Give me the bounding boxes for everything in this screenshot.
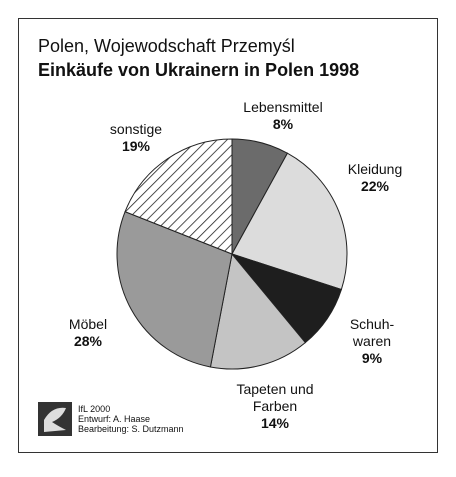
credit: Entwurf: A. Haase <box>78 414 150 424</box>
slice-label: Lebensmittel <box>243 99 322 115</box>
slice-label: Schuh-waren <box>350 316 395 349</box>
credit: Bearbeitung: S. Dutzmann <box>78 424 184 434</box>
value-label: 19% <box>122 138 151 154</box>
chart-title: Polen, Wojewodschaft Przemyśl <box>38 36 295 56</box>
slice-label: Tapeten und Farben <box>236 381 313 414</box>
value-label: 9% <box>362 350 383 366</box>
pie-slice <box>124 138 233 255</box>
pie-slice <box>231 152 348 291</box>
value-label: 8% <box>273 116 294 132</box>
pie-slice <box>209 252 307 370</box>
chart-subtitle: Einkäufe von Ukrainern in Polen 1998 <box>38 60 359 80</box>
value-label: 28% <box>74 333 103 349</box>
pie-slice <box>116 211 233 368</box>
slice-label: Kleidung <box>348 161 403 177</box>
slice-label: Möbel <box>69 316 107 332</box>
slice-label: sonstige <box>110 121 162 137</box>
value-label: 14% <box>261 415 290 431</box>
logo <box>38 402 72 436</box>
value-label: 22% <box>361 178 390 194</box>
credit: IfL 2000 <box>78 404 110 414</box>
